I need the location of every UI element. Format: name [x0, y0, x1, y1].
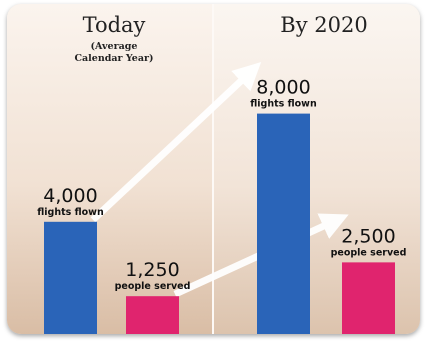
- series-label-0-0: flights flown: [37, 207, 104, 218]
- value-label-1-0: 8,000: [256, 77, 310, 99]
- series-label-0-1: people served: [115, 281, 191, 292]
- chart-marks: [44, 113, 395, 334]
- panel-subtitle-0-0: (Average: [91, 41, 138, 52]
- panel-title-1: By 2020: [280, 13, 367, 37]
- value-label-1-1: 2,500: [341, 225, 395, 247]
- bar-today-people: [126, 296, 179, 334]
- panel-subtitle-0-1: Calendar Year): [74, 53, 153, 64]
- bar-2020-flights: [257, 113, 310, 334]
- panel-title-0: Today: [83, 13, 146, 37]
- series-label-1-1: people served: [331, 247, 407, 258]
- bar-today-flights: [44, 221, 97, 334]
- panel-today-background: [7, 4, 213, 334]
- infographic-card: Today (Average Calendar Year) 4,000 flights …: [7, 4, 420, 334]
- value-label-0-0: 4,000: [43, 185, 97, 207]
- growth-arrow-flights: [90, 62, 262, 223]
- series-label-1-0: flights flown: [250, 99, 317, 110]
- value-label-0-1: 1,250: [125, 259, 179, 281]
- bar-2020-people: [342, 262, 395, 334]
